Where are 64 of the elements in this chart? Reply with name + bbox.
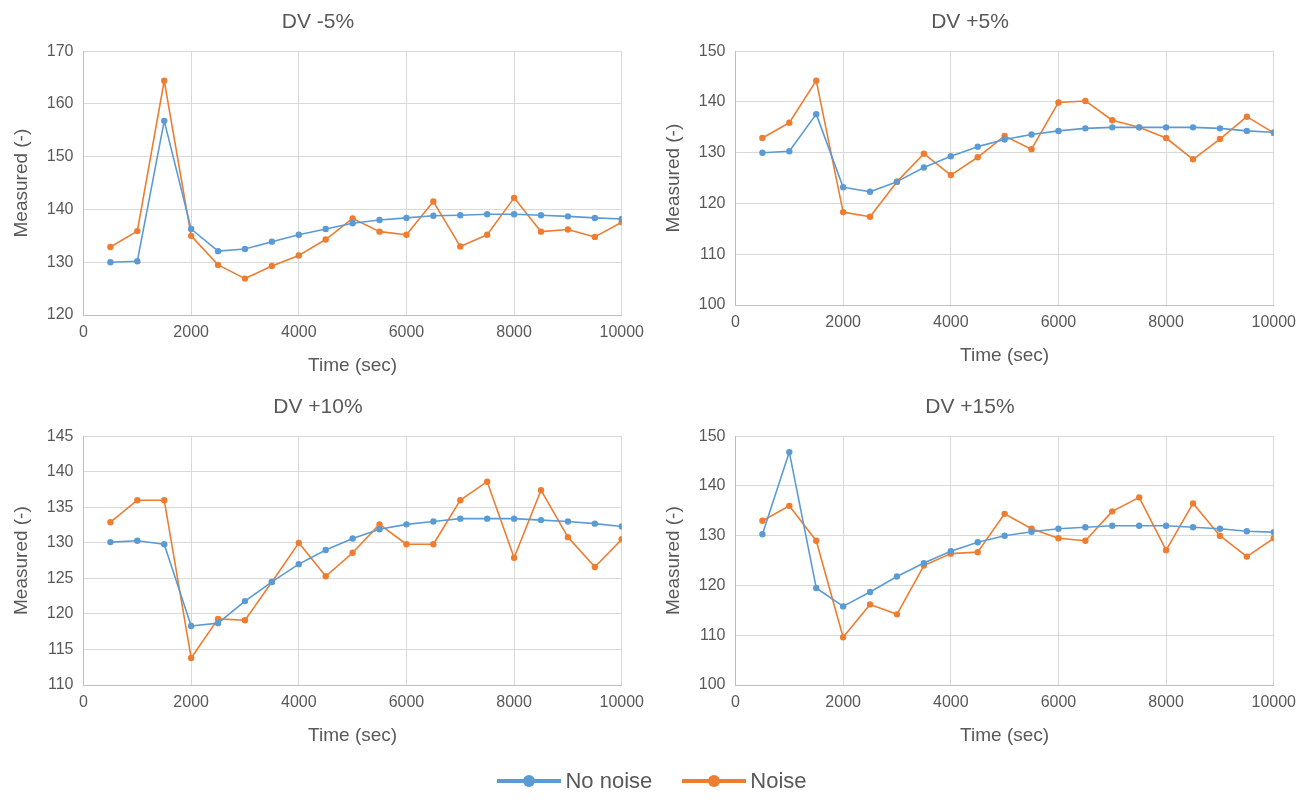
y-tick-label: 125 bbox=[46, 568, 74, 586]
y-tick-label: 140 bbox=[46, 462, 74, 480]
y-tick-label: 135 bbox=[46, 497, 74, 515]
y-tick-label: 160 bbox=[46, 94, 74, 112]
y-axis-title: Measured (-) bbox=[661, 123, 683, 233]
y-tick-label: 115 bbox=[47, 639, 74, 657]
x-tick-label: 2000 bbox=[825, 693, 862, 711]
y-tick-label: 145 bbox=[46, 426, 74, 444]
x-tick-label: 10000 bbox=[599, 693, 645, 711]
x-tick-label: 6000 bbox=[388, 323, 425, 341]
y-tick-label: 150 bbox=[698, 426, 726, 444]
chart-title: DV +10% bbox=[273, 394, 363, 418]
y-tick-label: 130 bbox=[46, 252, 74, 270]
y-tick-label: 170 bbox=[46, 41, 74, 59]
y-tick-label: 140 bbox=[698, 476, 726, 494]
x-tick-label: 10000 bbox=[1251, 693, 1297, 711]
y-tick-label: 110 bbox=[699, 625, 726, 643]
x-tick-label: 2000 bbox=[173, 323, 210, 341]
y-tick-label: 100 bbox=[698, 295, 726, 313]
y-tick-label: 120 bbox=[698, 575, 726, 593]
legend-label: No noise bbox=[565, 768, 653, 794]
y-axis-title: Measured (-) bbox=[9, 506, 31, 615]
y-tick-label: 110 bbox=[699, 244, 726, 262]
x-tick-label: 10000 bbox=[599, 323, 645, 341]
x-tick-label: 8000 bbox=[496, 693, 532, 711]
x-axis-title: Time (sec) bbox=[960, 723, 1050, 745]
x-tick-label: 6000 bbox=[1040, 313, 1077, 331]
y-tick-label: 150 bbox=[46, 147, 74, 165]
legend-label: Noise bbox=[750, 768, 807, 794]
y-tick-label: 140 bbox=[46, 199, 74, 217]
x-tick-label: 8000 bbox=[496, 323, 532, 341]
x-tick-label: 2000 bbox=[173, 693, 210, 711]
y-tick-label: 140 bbox=[698, 92, 726, 110]
y-axis-title: Measured (-) bbox=[661, 506, 683, 615]
y-tick-label: 130 bbox=[46, 533, 74, 551]
x-axis-title: Time (sec) bbox=[960, 343, 1050, 365]
y-tick-label: 100 bbox=[698, 675, 726, 693]
x-tick-label: 4000 bbox=[933, 313, 969, 331]
chart-title: DV +15% bbox=[925, 394, 1015, 418]
y-tick-label: 120 bbox=[46, 305, 74, 323]
x-tick-label: 4000 bbox=[933, 693, 969, 711]
x-tick-label: 0 bbox=[79, 323, 89, 341]
x-tick-label: 2000 bbox=[825, 313, 862, 331]
x-axis-title: Time (sec) bbox=[308, 353, 398, 375]
y-tick-label: 110 bbox=[47, 675, 74, 693]
x-tick-label: 0 bbox=[731, 313, 741, 331]
x-tick-label: 10000 bbox=[1251, 313, 1297, 331]
x-tick-label: 0 bbox=[79, 693, 89, 711]
y-tick-label: 130 bbox=[698, 526, 726, 544]
y-tick-label: 130 bbox=[698, 143, 726, 161]
x-tick-label: 4000 bbox=[281, 323, 317, 341]
x-tick-label: 0 bbox=[731, 693, 741, 711]
chart-title: DV -5% bbox=[281, 9, 355, 33]
y-tick-label: 120 bbox=[698, 193, 726, 211]
x-tick-label: 6000 bbox=[388, 693, 425, 711]
y-axis-title: Measured (-) bbox=[9, 128, 31, 238]
x-tick-label: 8000 bbox=[1148, 313, 1184, 331]
y-tick-label: 150 bbox=[698, 41, 726, 59]
chart-title: DV +5% bbox=[931, 9, 1009, 33]
x-tick-label: 6000 bbox=[1040, 693, 1077, 711]
x-tick-label: 8000 bbox=[1148, 693, 1184, 711]
x-axis-title: Time (sec) bbox=[308, 723, 398, 745]
y-tick-label: 120 bbox=[46, 604, 74, 622]
x-tick-label: 4000 bbox=[281, 693, 317, 711]
